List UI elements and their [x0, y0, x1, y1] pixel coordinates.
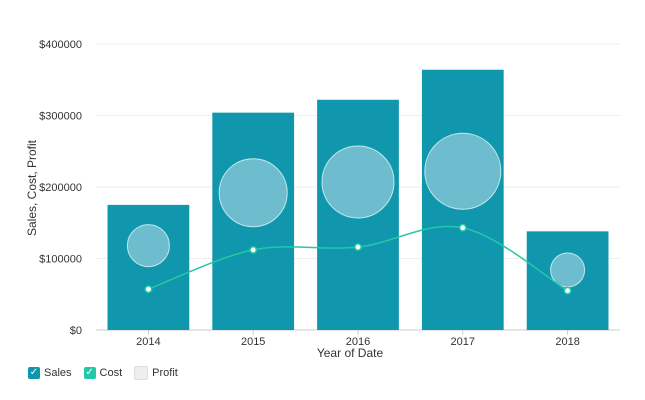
y-tick-label: $100000: [39, 254, 82, 266]
legend-label: Cost: [99, 367, 123, 379]
bubble-profit-2014: [126, 224, 170, 268]
bar-sales-2014: [107, 204, 190, 330]
point-cost-2014: [144, 285, 153, 294]
bubble-profit-2015: [218, 158, 288, 228]
y-tick-label: $200000: [39, 182, 82, 194]
checkbox-icon: [134, 366, 149, 380]
point-cost-2017: [458, 223, 467, 232]
x-tick-label: 2014: [136, 336, 160, 348]
legend-label: Sales: [44, 367, 72, 379]
checkbox-icon: ✓: [83, 367, 96, 379]
legend-item-sales[interactable]: ✓ Sales: [28, 367, 72, 379]
cost-line: [144, 223, 572, 295]
y-tick-label: $400000: [39, 39, 82, 51]
axes: $0 $100000 $200000 $300000 $400000 2014 2015 20…: [39, 39, 580, 348]
profit-bubbles: [126, 132, 586, 288]
legend-label: Profit: [152, 367, 178, 379]
x-axis-title: Year of Date: [317, 346, 384, 360]
bubble-profit-2016: [321, 145, 395, 219]
checkbox-icon: ✓: [28, 367, 40, 379]
y-axis-title: Sales, Cost, Profit: [25, 139, 39, 236]
x-tick-label: 2015: [241, 336, 265, 348]
legend-item-profit[interactable]: Profit: [134, 366, 178, 380]
x-tick-label: 2017: [451, 336, 475, 348]
legend: ✓ Sales ✓ Cost Profit: [28, 366, 178, 380]
x-tick-label: 2018: [555, 336, 579, 348]
y-tick-label: $300000: [39, 111, 82, 123]
point-cost-2018: [563, 286, 572, 295]
y-tick-label: $0: [70, 325, 82, 337]
legend-item-cost[interactable]: ✓ Cost: [83, 367, 123, 379]
bubble-profit-2017: [424, 132, 502, 210]
x-tick-label: 2016: [346, 336, 370, 348]
point-cost-2016: [354, 243, 362, 252]
point-cost-2015: [249, 245, 258, 254]
